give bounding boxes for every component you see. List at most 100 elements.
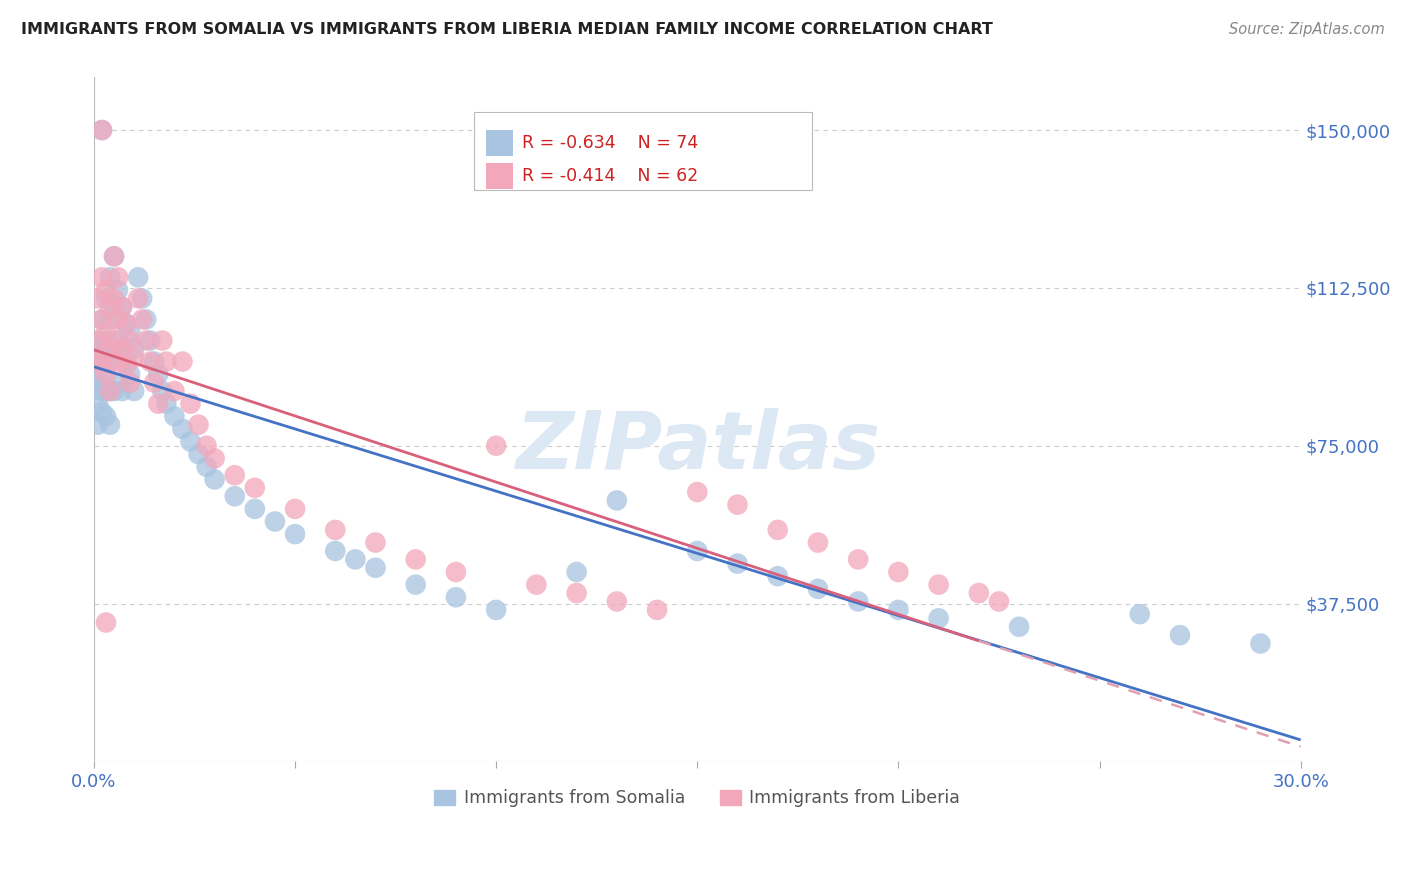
- Point: [91, 384, 114, 398]
- Point: [485, 603, 508, 617]
- Point: [224, 468, 246, 483]
- Point: [148, 397, 170, 411]
- Point: [98, 300, 121, 314]
- Point: [163, 384, 186, 398]
- Point: [107, 376, 129, 390]
- Text: ZIPatlas: ZIPatlas: [515, 408, 880, 486]
- Point: [243, 501, 266, 516]
- Point: [103, 249, 125, 263]
- Point: [143, 376, 166, 390]
- Legend: Immigrants from Somalia, Immigrants from Liberia: Immigrants from Somalia, Immigrants from…: [427, 782, 967, 814]
- Point: [195, 439, 218, 453]
- Point: [103, 292, 125, 306]
- Point: [115, 359, 138, 373]
- Point: [122, 384, 145, 398]
- Point: [103, 249, 125, 263]
- Point: [91, 270, 114, 285]
- Point: [323, 523, 346, 537]
- Point: [284, 527, 307, 541]
- Point: [284, 501, 307, 516]
- Point: [344, 552, 367, 566]
- Point: [143, 354, 166, 368]
- Point: [264, 515, 287, 529]
- Point: [115, 354, 138, 368]
- Point: [122, 342, 145, 356]
- Point: [150, 334, 173, 348]
- Point: [323, 544, 346, 558]
- Text: Source: ZipAtlas.com: Source: ZipAtlas.com: [1229, 22, 1385, 37]
- Point: [87, 354, 110, 368]
- Point: [91, 367, 114, 381]
- Point: [94, 615, 117, 630]
- Point: [204, 451, 226, 466]
- Point: [727, 557, 749, 571]
- Point: [91, 312, 114, 326]
- Point: [107, 334, 129, 348]
- Point: [928, 577, 950, 591]
- Point: [91, 405, 114, 419]
- Point: [107, 354, 129, 368]
- Point: [846, 594, 869, 608]
- Point: [1249, 636, 1271, 650]
- Point: [987, 594, 1010, 608]
- Point: [606, 493, 628, 508]
- Point: [139, 334, 162, 348]
- Point: [122, 351, 145, 365]
- Point: [766, 523, 789, 537]
- Point: [111, 384, 134, 398]
- Point: [131, 292, 153, 306]
- Point: [766, 569, 789, 583]
- Point: [131, 312, 153, 326]
- Point: [179, 397, 201, 411]
- Point: [94, 354, 117, 368]
- Point: [111, 342, 134, 356]
- Point: [444, 591, 467, 605]
- Point: [485, 439, 508, 453]
- Point: [111, 342, 134, 356]
- Point: [98, 384, 121, 398]
- Point: [87, 292, 110, 306]
- Point: [686, 544, 709, 558]
- Point: [928, 611, 950, 625]
- Point: [98, 417, 121, 432]
- Point: [111, 300, 134, 314]
- Point: [91, 123, 114, 137]
- Point: [179, 434, 201, 449]
- Point: [120, 376, 142, 390]
- Point: [405, 577, 427, 591]
- Point: [103, 334, 125, 348]
- Point: [727, 498, 749, 512]
- Point: [187, 417, 209, 432]
- Point: [87, 397, 110, 411]
- Point: [111, 300, 134, 314]
- Point: [94, 292, 117, 306]
- Point: [524, 577, 547, 591]
- Point: [444, 565, 467, 579]
- Point: [135, 312, 157, 326]
- Point: [204, 472, 226, 486]
- Point: [98, 270, 121, 285]
- Point: [87, 417, 110, 432]
- Point: [606, 594, 628, 608]
- Point: [94, 334, 117, 348]
- Point: [163, 409, 186, 424]
- Point: [120, 325, 142, 339]
- Point: [565, 586, 588, 600]
- Text: R = -0.634    N = 74: R = -0.634 N = 74: [522, 134, 699, 153]
- Point: [565, 565, 588, 579]
- Text: R = -0.414    N = 62: R = -0.414 N = 62: [522, 167, 699, 186]
- Point: [155, 397, 177, 411]
- Point: [887, 603, 910, 617]
- Point: [98, 342, 121, 356]
- Point: [1129, 607, 1152, 621]
- Bar: [486, 163, 513, 189]
- Point: [135, 334, 157, 348]
- Point: [364, 561, 387, 575]
- Point: [91, 312, 114, 326]
- Point: [645, 603, 668, 617]
- Point: [846, 552, 869, 566]
- Point: [98, 354, 121, 368]
- Point: [172, 354, 194, 368]
- Point: [139, 354, 162, 368]
- Point: [686, 485, 709, 500]
